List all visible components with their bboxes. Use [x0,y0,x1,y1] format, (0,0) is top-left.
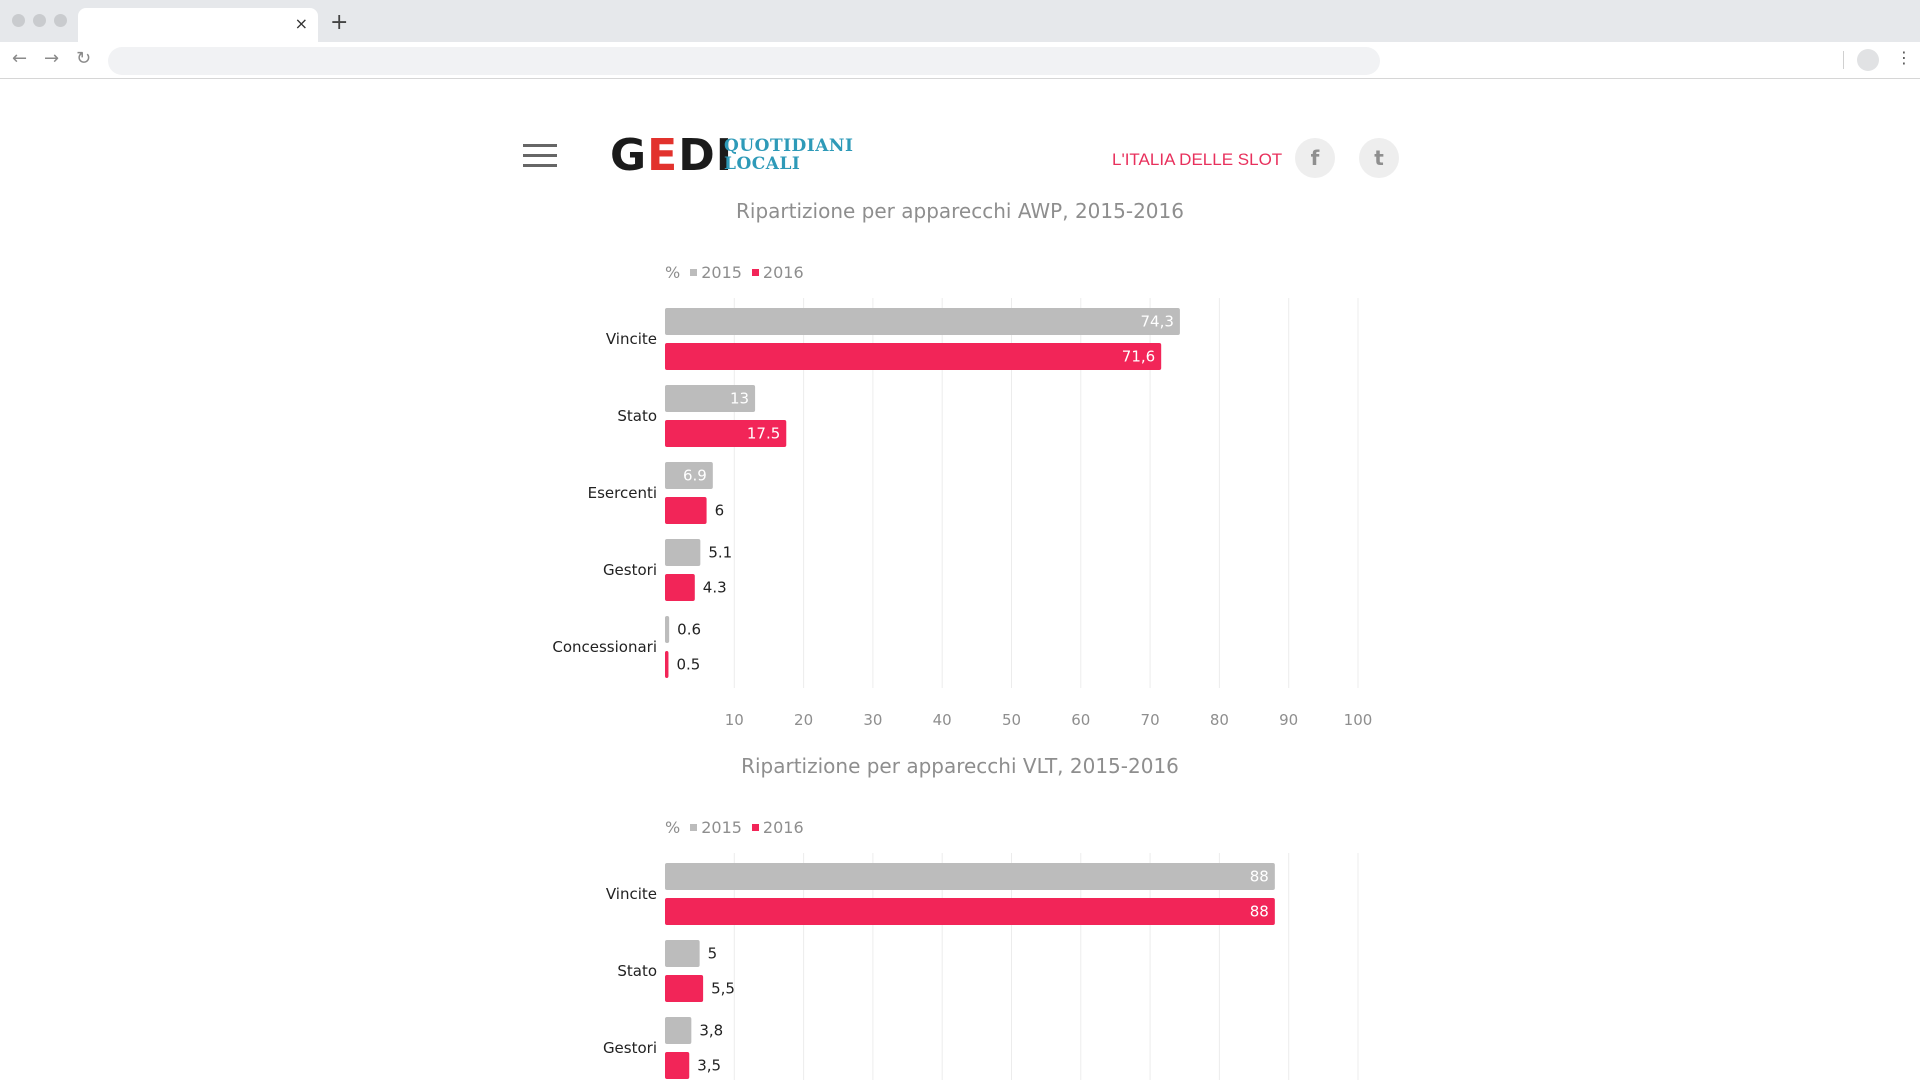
bar-2015 [665,539,701,566]
bar-value-label: 0.5 [676,656,700,674]
twitter-icon[interactable]: t [1359,138,1399,178]
facebook-icon[interactable]: f [1295,138,1335,178]
x-tick-label: 60 [1071,711,1090,729]
category-label: Esercenti [588,484,657,502]
bar-2016 [665,497,707,524]
chart-legend-awp: % 2015 2016 [665,263,804,282]
chart-title-vlt: Ripartizione per apparecchi VLT, 2015-20… [741,754,1179,778]
bar-2016 [665,420,787,447]
bar-value-label: 5,5 [711,980,735,998]
x-tick-label: 10 [725,711,744,729]
back-icon[interactable]: ← [12,48,28,69]
bar-2015 [665,385,756,412]
x-tick-label: 20 [794,711,813,729]
logo-letter-g: G [610,130,648,181]
bar-value-label: 0.6 [677,621,701,639]
bar-2016 [665,651,669,678]
x-tick-label: 30 [863,711,882,729]
logo-subtitle-line1: QUOTIDIANI [724,136,854,156]
bar-2016 [665,975,704,1002]
category-label: Stato [617,962,657,980]
legend-unit: % [665,818,681,837]
category-label: Vincite [606,885,657,903]
logo-letter-e: E [647,130,679,181]
legend-swatch-2015 [690,269,698,276]
bar-2015 [665,462,713,489]
forward-icon[interactable]: → [44,48,60,69]
bar-2015 [665,940,700,967]
category-label: Gestori [603,561,657,579]
legend-label-2015: 2015 [701,263,742,282]
category-label: Vincite [606,330,657,348]
x-tick-label: 70 [1141,711,1160,729]
bar-2016 [665,574,695,601]
legend-swatch-2016 [751,269,759,276]
legend-label-2015: 2015 [701,818,742,837]
category-label: Concessionari [552,638,657,656]
bar-value-label: 6 [715,502,725,520]
bar-value-label: 3,5 [697,1057,721,1075]
x-tick-label: 100 [1344,711,1373,729]
bar-value-label: 3,8 [699,1022,723,1040]
hamburger-menu-icon[interactable] [523,144,557,168]
bar-value-label: 88 [1250,868,1269,886]
x-tick-label: 50 [1002,711,1021,729]
browser-tab-strip: × + [0,0,1920,42]
legend-swatch-2016 [751,824,759,831]
chart-title-awp: Ripartizione per apparecchi AWP, 2015-20… [736,199,1184,223]
bar-2015 [665,308,1180,335]
bar-value-label: 4.3 [703,579,727,597]
toolbar-divider [1843,51,1844,69]
bar-2015 [665,1017,692,1044]
address-bar[interactable] [108,47,1380,75]
bar-2015 [665,616,670,643]
bar-value-label: 71,6 [1122,348,1155,366]
logo-letters-di: DI [678,130,734,181]
x-tick-label: 80 [1210,711,1229,729]
legend-label-2016: 2016 [762,818,804,837]
category-label: Gestori [603,1039,657,1057]
bar-2016 [665,1052,690,1079]
bar-2015 [665,863,1275,890]
profile-avatar[interactable] [1857,49,1879,71]
legend-label-2016: 2016 [762,263,804,282]
browser-tab[interactable]: × [78,8,318,42]
x-tick-label: 90 [1279,711,1298,729]
browser-toolbar: ← → ↻ ⋮ [0,42,1920,79]
logo-subtitle: QUOTIDIANI LOCALI [724,137,853,173]
section-title-link[interactable]: L'ITALIA DELLE SLOT [1112,150,1283,169]
new-tab-icon[interactable]: + [330,10,349,35]
close-tab-icon[interactable]: × [294,14,308,33]
browser-menu-icon[interactable]: ⋮ [1896,48,1912,67]
bar-value-label: 74,3 [1140,313,1173,331]
legend-unit: % [665,263,681,282]
chart-legend-vlt: % 2015 2016 [665,818,804,837]
bar-value-label: 5.1 [708,544,732,562]
x-tick-label: 40 [933,711,952,729]
legend-swatch-2015 [690,824,698,831]
bar-value-label: 6.9 [683,467,707,485]
bar-value-label: 5 [708,945,718,963]
bar-2016 [665,343,1162,370]
bar-value-label: 17.5 [747,425,780,443]
window-controls[interactable] [12,14,67,27]
logo-subtitle-line2: LOCALI [724,154,801,174]
bar-value-label: 88 [1250,903,1269,921]
reload-icon[interactable]: ↻ [76,48,92,69]
category-label: Stato [617,407,657,425]
bar-value-label: 13 [730,390,749,408]
bar-2016 [665,898,1275,925]
